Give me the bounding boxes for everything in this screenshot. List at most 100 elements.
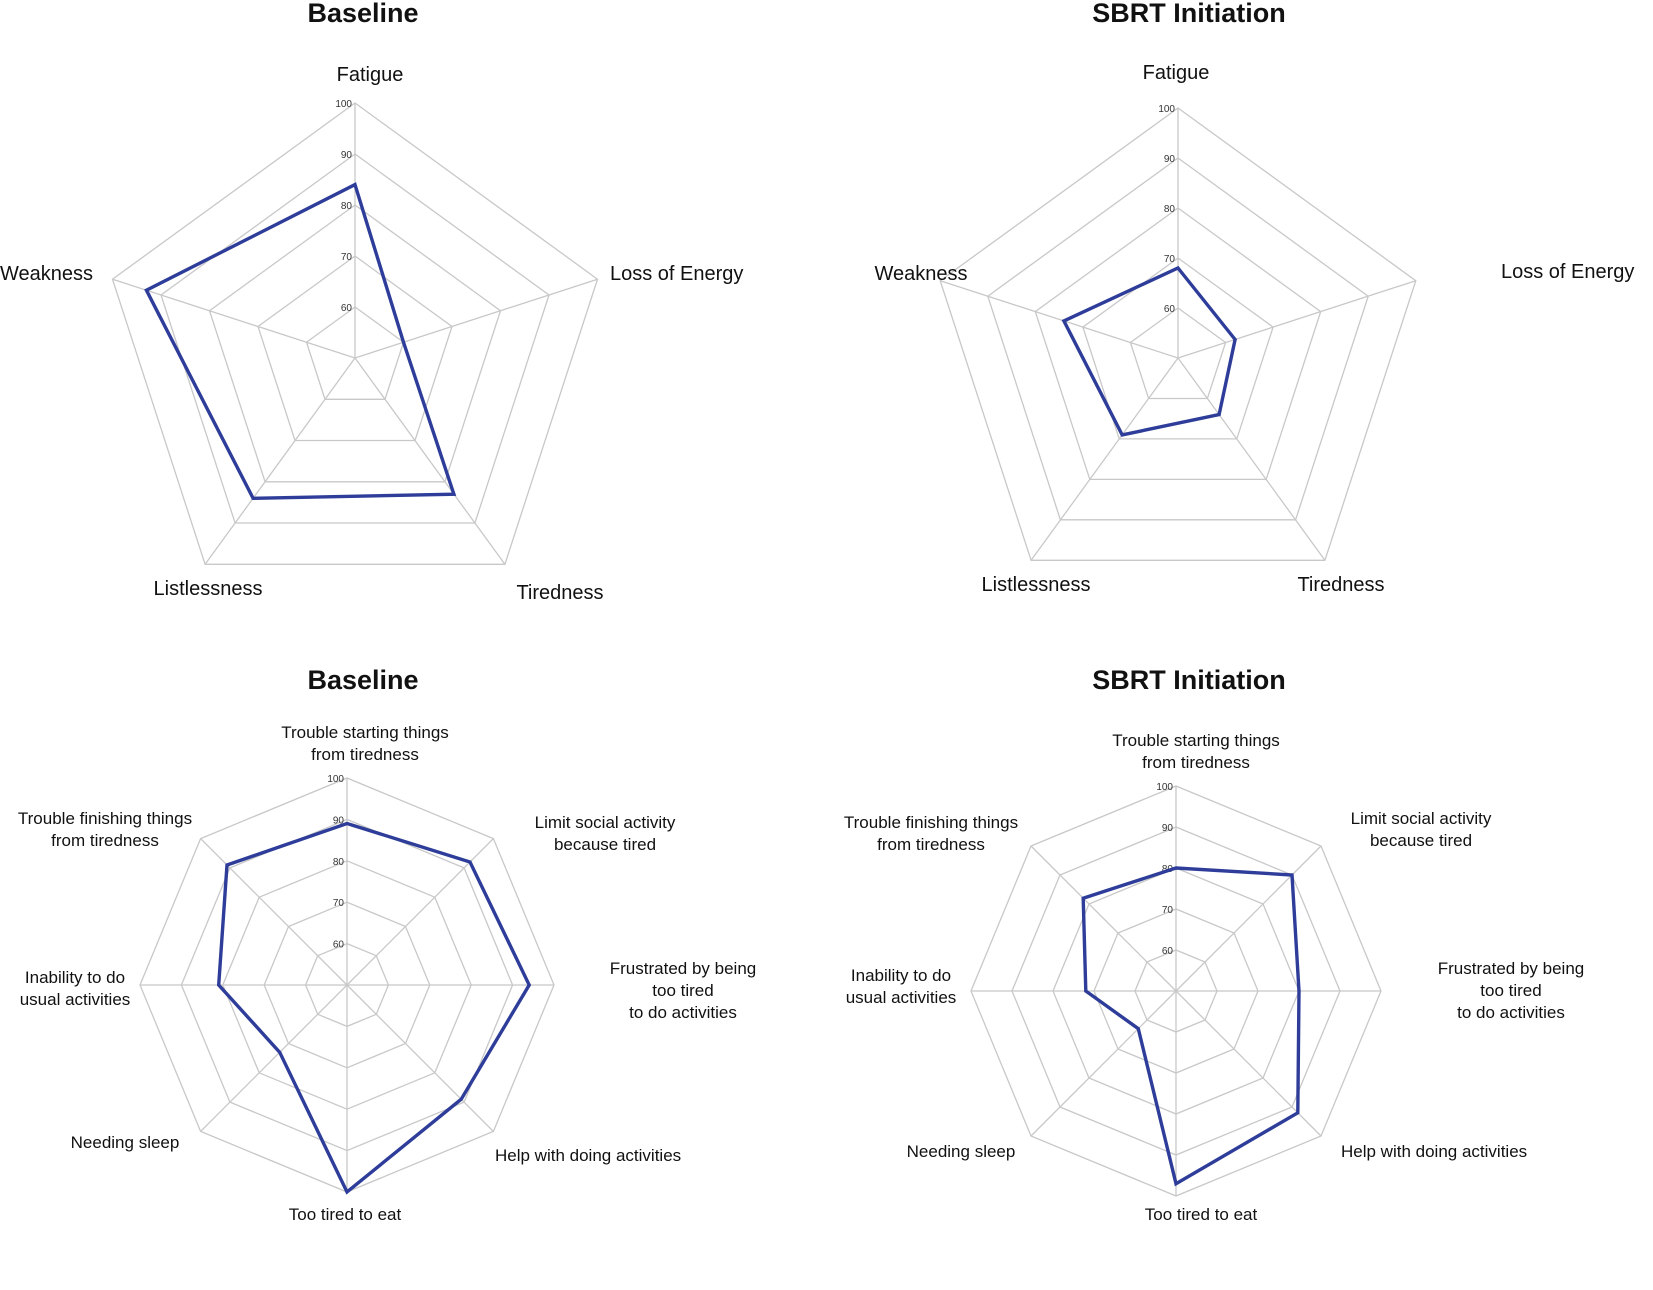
axis-label-fatigue: Fatigue — [336, 64, 404, 86]
grid-ring-60 — [1129, 307, 1227, 400]
grid-ring-70 — [1082, 257, 1274, 440]
data-point — [1297, 989, 1301, 993]
data-point — [1136, 1027, 1140, 1031]
tick-label: 90 — [341, 150, 353, 161]
radar-chart-sbrt-fatigue: SBRT Initiation 60 70 80 90 100 Fatigue Loss… — [826, 0, 1652, 645]
axis-label-weakness: Weakness — [874, 263, 968, 285]
data-point — [353, 183, 357, 187]
radar-chart-sbrt-activities: SBRT Initiation 60 70 80 90 100 Trouble star… — [826, 645, 1652, 1290]
data-point — [1174, 866, 1178, 870]
axis-label-limit-social: Limit social activity because tired — [534, 813, 676, 854]
grid-ring-90 — [987, 157, 1369, 521]
axis-spoke — [1030, 845, 1177, 992]
chart-title: Baseline — [307, 665, 419, 695]
radar-chart-baseline-fatigue: Baseline 60 70 80 90 100 Fatigue Loss of Ene… — [0, 0, 826, 645]
tick-label: 80 — [333, 857, 345, 868]
data-point — [1174, 1182, 1178, 1186]
axis-spoke — [346, 984, 494, 1132]
grid-ring-90 — [160, 153, 550, 524]
data-point — [527, 983, 531, 987]
grid-ring-100 — [111, 102, 599, 565]
tick-label: 60 — [1164, 304, 1176, 315]
data-point — [278, 1050, 282, 1054]
tick-label: 70 — [1164, 254, 1176, 265]
data-point — [1081, 896, 1085, 900]
axis-spoke — [204, 357, 356, 565]
axis-label-trouble-finishing: Trouble finishing things from tiredness — [843, 813, 1019, 854]
tick-label: 100 — [1158, 104, 1175, 115]
axis-spoke — [354, 357, 506, 565]
axis-label-needing-sleep: Needing sleep — [70, 1133, 180, 1152]
axis-label-tiredness: Tiredness — [1297, 574, 1385, 596]
axis-spoke — [1175, 845, 1322, 992]
axis-spoke — [200, 984, 348, 1132]
axis-label-trouble-starting: Trouble starting things from tiredness — [1112, 731, 1280, 772]
data-point — [1290, 873, 1294, 877]
axis-label-help-with-activities: Help with doing activities — [495, 1146, 682, 1165]
data-point — [345, 822, 349, 825]
chart-title: SBRT Initiation — [1092, 0, 1286, 28]
axis-label-tiredness: Tiredness — [516, 582, 604, 604]
tick-label: 70 — [341, 252, 353, 263]
axis-label-inability-usual: Inability to do usual activities — [845, 966, 957, 1007]
data-point — [1176, 266, 1180, 270]
data-point — [1217, 413, 1221, 417]
data-point — [452, 492, 456, 496]
axis-spoke — [1030, 357, 1179, 561]
axis-label-fatigue: Fatigue — [1142, 62, 1210, 84]
tick-label: 60 — [1162, 946, 1174, 957]
series-line — [216, 821, 532, 1195]
tick-label: 100 — [1156, 782, 1173, 793]
axis-spoke — [200, 838, 348, 986]
data-point — [251, 496, 255, 500]
axis-spoke — [354, 278, 598, 359]
tick-label: 70 — [333, 898, 345, 909]
tick-label: 100 — [327, 774, 344, 785]
data-point — [225, 863, 229, 867]
axis-spoke — [1030, 990, 1177, 1137]
chart-title: Baseline — [307, 0, 419, 28]
data-point — [1296, 1111, 1300, 1115]
chart-title: SBRT Initiation — [1092, 665, 1286, 695]
data-point — [1233, 338, 1237, 341]
data-point — [345, 1190, 349, 1194]
series-line — [144, 182, 457, 501]
data-point — [468, 860, 472, 864]
tick-label: 80 — [1164, 204, 1176, 215]
axis-label-trouble-finishing: Trouble finishing things from tiredness — [17, 809, 193, 850]
data-point — [402, 340, 405, 344]
grid-ring-100 — [939, 107, 1417, 561]
grid-ring-60 — [305, 306, 405, 400]
axis-label-help-with-activities: Help with doing activities — [1341, 1142, 1528, 1161]
data-point — [1084, 989, 1088, 993]
radar-chart-baseline-activities: Baseline 60 70 80 90 100 Trouble starting th… — [0, 645, 826, 1290]
data-point — [144, 288, 148, 292]
tick-label: 80 — [341, 201, 353, 212]
tick-label: 60 — [333, 940, 345, 951]
axis-spoke — [1177, 357, 1326, 561]
axis-label-too-tired-to-eat: Too tired to eat — [288, 1205, 402, 1224]
tick-label: 60 — [341, 303, 353, 314]
tick-label: 90 — [1162, 823, 1174, 834]
axis-label-trouble-starting: Trouble starting things from tiredness — [281, 723, 449, 764]
axis-label-too-tired-to-eat: Too tired to eat — [1144, 1205, 1258, 1224]
axis-label-frustrated: Frustrated by being too tired to do acti… — [609, 959, 757, 1022]
axis-label-listlessness: Listlessness — [153, 578, 263, 600]
data-point — [1120, 433, 1124, 437]
axis-label-needing-sleep: Needing sleep — [906, 1142, 1016, 1161]
data-point — [217, 983, 221, 987]
axis-label-listlessness: Listlessness — [981, 574, 1091, 596]
axis-label-limit-social: Limit social activity because tired — [1350, 809, 1492, 850]
axis-spoke — [112, 278, 356, 359]
axis-spoke — [939, 280, 1179, 359]
axis-label-loss-of-energy: Loss of Energy — [1501, 261, 1635, 283]
axis-spoke — [1177, 280, 1417, 359]
data-point — [459, 1097, 463, 1101]
tick-label: 70 — [1162, 905, 1174, 916]
grid-ring-80 — [208, 204, 502, 483]
axis-label-loss-of-energy: Loss of Energy — [610, 263, 744, 285]
